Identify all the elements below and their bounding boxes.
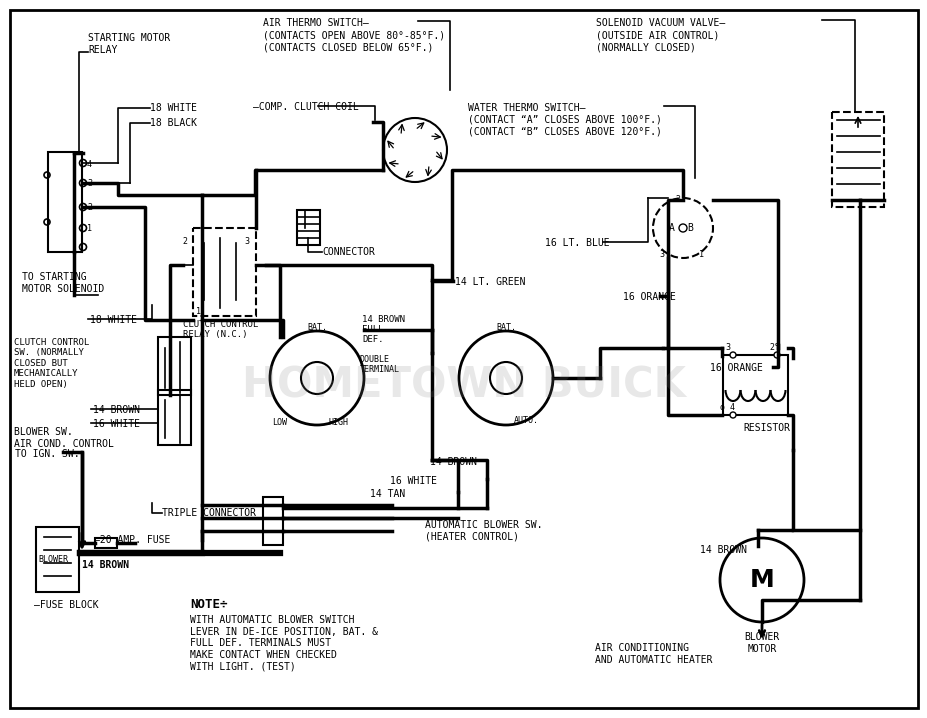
Text: B: B xyxy=(686,223,692,233)
Text: CONNECTOR: CONNECTOR xyxy=(322,247,375,257)
Text: RESISTOR: RESISTOR xyxy=(743,423,789,433)
Text: 3: 3 xyxy=(724,343,730,352)
Text: 16 LT. BLUE: 16 LT. BLUE xyxy=(544,238,609,248)
Text: (CONTACTS OPEN ABOVE 80°-85°F.): (CONTACTS OPEN ABOVE 80°-85°F.) xyxy=(262,30,445,40)
Text: BLOWER SW.
AIR COND. CONTROL: BLOWER SW. AIR COND. CONTROL xyxy=(14,427,114,449)
Text: 2: 2 xyxy=(182,237,187,246)
Text: 2°: 2° xyxy=(768,343,778,352)
Circle shape xyxy=(730,412,735,418)
Text: NOTE÷: NOTE÷ xyxy=(190,598,227,611)
Text: TRIPLE CONNECTOR: TRIPLE CONNECTOR xyxy=(162,508,256,518)
Text: BAT.: BAT. xyxy=(495,323,515,332)
Text: 2: 2 xyxy=(675,195,679,204)
Text: BLOWER
MOTOR: BLOWER MOTOR xyxy=(743,632,779,653)
Bar xyxy=(262,497,283,545)
Text: 1: 1 xyxy=(196,307,201,316)
Text: AIR CONDITIONING
AND AUTOMATIC HEATER: AIR CONDITIONING AND AUTOMATIC HEATER xyxy=(594,643,712,665)
Text: 16 WHITE: 16 WHITE xyxy=(93,419,140,429)
Text: 3: 3 xyxy=(87,179,92,188)
Text: 18 WHITE: 18 WHITE xyxy=(150,103,197,113)
Text: TERMINAL: TERMINAL xyxy=(360,365,400,374)
Text: 3: 3 xyxy=(658,250,664,259)
Text: STARTING MOTOR
RELAY: STARTING MOTOR RELAY xyxy=(88,33,170,55)
Text: A: A xyxy=(668,223,674,233)
Text: o 4: o 4 xyxy=(719,403,734,412)
Bar xyxy=(48,152,82,252)
Text: —FUSE BLOCK: —FUSE BLOCK xyxy=(34,600,98,610)
Text: AUTO.: AUTO. xyxy=(514,416,539,425)
Text: —COMP. CLUTCH COIL: —COMP. CLUTCH COIL xyxy=(253,102,359,112)
Text: TO STARTING
MOTOR SOLENOID: TO STARTING MOTOR SOLENOID xyxy=(22,272,104,294)
Text: SOLENOID VACUUM VALVE—: SOLENOID VACUUM VALVE— xyxy=(595,18,725,28)
Text: FULL: FULL xyxy=(362,325,383,334)
Text: 18 WHITE: 18 WHITE xyxy=(90,315,137,325)
Text: WITH AUTOMATIC BLOWER SWITCH
LEVER IN DE-ICE POSITION, BAT. &
FULL DEF. TERMINAL: WITH AUTOMATIC BLOWER SWITCH LEVER IN DE… xyxy=(190,615,377,671)
Bar xyxy=(36,527,79,592)
Bar xyxy=(193,228,256,316)
Text: 16 WHITE: 16 WHITE xyxy=(389,476,437,486)
Text: DEF.: DEF. xyxy=(362,335,383,344)
Circle shape xyxy=(730,352,735,358)
Text: HIGH: HIGH xyxy=(329,418,349,427)
Text: (CONTACT “B” CLOSES ABOVE 120°F.): (CONTACT “B” CLOSES ABOVE 120°F.) xyxy=(467,127,661,137)
Text: 2: 2 xyxy=(87,203,92,212)
Text: M: M xyxy=(749,568,773,592)
Text: LOW: LOW xyxy=(272,418,286,427)
Text: 16 ORANGE: 16 ORANGE xyxy=(622,292,675,302)
Bar xyxy=(722,355,787,415)
Text: 14 BROWN: 14 BROWN xyxy=(699,545,746,555)
Text: 14 BROWN: 14 BROWN xyxy=(362,315,404,324)
Text: 14 BROWN: 14 BROWN xyxy=(429,457,476,467)
Text: (NORMALLY CLOSED): (NORMALLY CLOSED) xyxy=(595,42,695,52)
Text: 3: 3 xyxy=(244,237,248,246)
Bar xyxy=(95,538,117,548)
Text: 14 LT. GREEN: 14 LT. GREEN xyxy=(454,277,525,287)
Text: AIR THERMO SWITCH—: AIR THERMO SWITCH— xyxy=(262,18,368,28)
Text: TO IGN. SW.: TO IGN. SW. xyxy=(15,449,80,459)
Circle shape xyxy=(679,224,686,232)
Bar xyxy=(158,337,191,395)
Text: (OUTSIDE AIR CONTROL): (OUTSIDE AIR CONTROL) xyxy=(595,30,718,40)
Bar xyxy=(158,390,191,445)
Text: CLUTCH CONTROL
SW. (NORMALLY
CLOSED BUT
MECHANICALLY
HELD OPEN): CLUTCH CONTROL SW. (NORMALLY CLOSED BUT … xyxy=(14,338,89,388)
Text: 14 TAN: 14 TAN xyxy=(370,489,405,499)
Bar xyxy=(832,112,883,207)
Text: HOMETOWN BUICK: HOMETOWN BUICK xyxy=(242,364,685,406)
Text: DOUBLE: DOUBLE xyxy=(360,355,389,364)
Bar xyxy=(297,210,320,245)
Text: —20 AMP. FUSE: —20 AMP. FUSE xyxy=(94,535,171,545)
Text: BAT.: BAT. xyxy=(307,323,326,332)
Circle shape xyxy=(773,352,780,358)
Text: AUTOMATIC BLOWER SW.
(HEATER CONTROL): AUTOMATIC BLOWER SW. (HEATER CONTROL) xyxy=(425,520,542,541)
Text: 14 BROWN: 14 BROWN xyxy=(82,560,129,570)
Text: BLOWER: BLOWER xyxy=(38,555,68,564)
Text: 1: 1 xyxy=(698,250,704,259)
Text: (CONTACT “A” CLOSES ABOVE 100°F.): (CONTACT “A” CLOSES ABOVE 100°F.) xyxy=(467,115,661,125)
Text: 18 BLACK: 18 BLACK xyxy=(150,118,197,128)
Text: 16 ORANGE: 16 ORANGE xyxy=(709,363,762,373)
Text: CLUTCH CONTROL
RELAY (N.C.): CLUTCH CONTROL RELAY (N.C.) xyxy=(183,320,258,340)
Text: 1: 1 xyxy=(87,224,92,233)
Text: 14 BROWN: 14 BROWN xyxy=(93,405,140,415)
Text: 4: 4 xyxy=(87,160,92,169)
Text: WATER THERMO SWITCH—: WATER THERMO SWITCH— xyxy=(467,103,585,113)
Text: (CONTACTS CLOSED BELOW 65°F.): (CONTACTS CLOSED BELOW 65°F.) xyxy=(262,42,433,52)
